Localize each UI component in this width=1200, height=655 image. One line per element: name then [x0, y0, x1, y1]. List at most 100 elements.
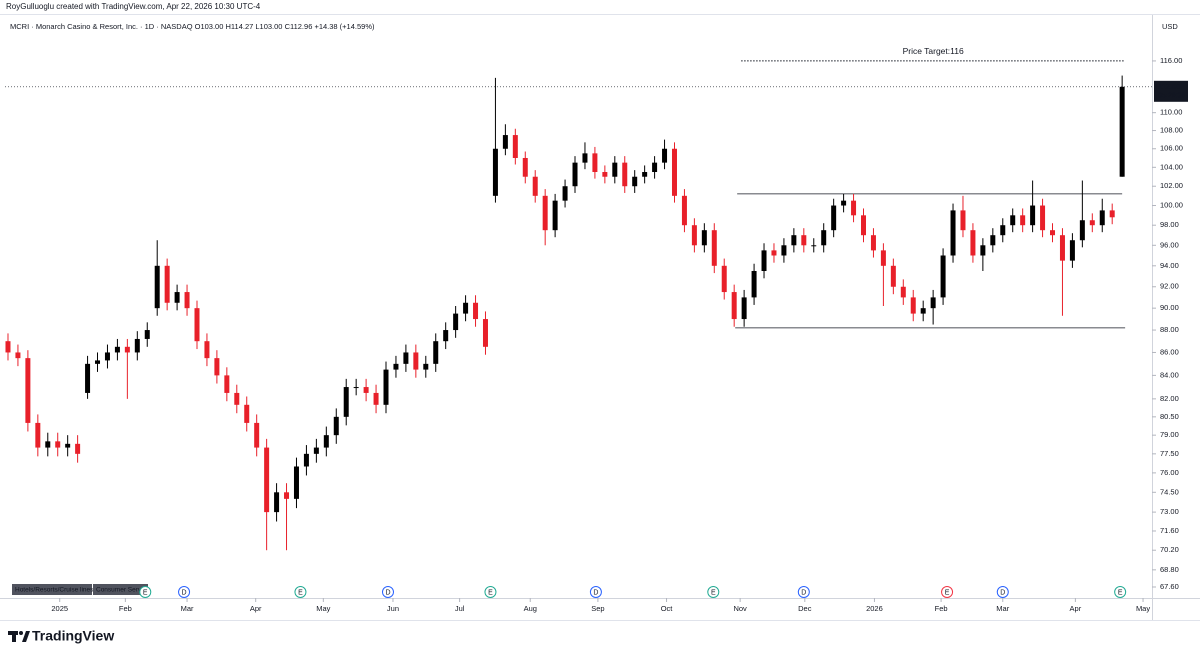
- candle-body: [970, 230, 976, 256]
- candle-body: [264, 447, 270, 513]
- candle-body: [124, 346, 130, 353]
- credit: RoyGulluoglu created with TradingView.co…: [6, 2, 261, 11]
- candle-body: [164, 265, 170, 303]
- candle-body: [861, 215, 867, 236]
- x-tick-label: 2025: [51, 604, 68, 613]
- candle-body: [632, 176, 638, 187]
- x-tick-label: May: [1136, 604, 1150, 613]
- candle-body: [244, 404, 250, 423]
- candle-body: [1000, 225, 1006, 236]
- y-tick-label: 82.00: [1160, 394, 1179, 403]
- candle-body: [1050, 230, 1056, 236]
- candle-body: [1119, 86, 1125, 177]
- candle-body: [900, 286, 906, 298]
- candle-body: [144, 330, 150, 339]
- x-tick-label: Feb: [935, 604, 948, 613]
- candle-body: [781, 245, 787, 256]
- y-tick-label: 108.00: [1160, 126, 1183, 135]
- candle-body: [662, 148, 668, 163]
- symbol-line: MCRI · Monarch Casino & Resort, Inc. · 1…: [10, 22, 375, 31]
- y-tick-label: 74.50: [1160, 487, 1179, 496]
- candle-body: [343, 387, 349, 417]
- y-tick-label: 110.00: [1160, 108, 1182, 117]
- candle-body: [801, 235, 807, 246]
- tag-box: [93, 584, 148, 595]
- candle-body: [75, 443, 81, 454]
- y-tick-label: 106.00: [1160, 144, 1183, 153]
- candle-body: [791, 235, 797, 246]
- y-tick-label: 73.00: [1160, 507, 1179, 516]
- candle-body: [562, 186, 568, 201]
- candle-body: [671, 148, 677, 196]
- event-label: E: [488, 589, 493, 596]
- candle-body: [204, 341, 210, 359]
- candle-body: [612, 162, 618, 177]
- candle-body: [522, 157, 528, 177]
- candle-body: [15, 352, 21, 359]
- candle-body: [383, 369, 389, 405]
- candle-body: [731, 292, 737, 320]
- candle-body: [711, 230, 717, 266]
- candle-body: [35, 422, 41, 448]
- event-badge: [294, 586, 307, 598]
- candle-body: [870, 235, 876, 251]
- candle-body: [293, 466, 299, 499]
- candle-body: [363, 387, 369, 393]
- x-tick-label: Sep: [591, 604, 604, 613]
- candle-body: [1099, 210, 1105, 226]
- x-tick-label: Nov: [733, 604, 747, 613]
- x-tick-label: Feb: [119, 604, 132, 613]
- candle-body: [771, 250, 777, 256]
- candle-body: [880, 250, 886, 266]
- candle-body: [761, 250, 767, 271]
- x-tick-label: 2026: [866, 604, 883, 613]
- event-badge: [484, 586, 497, 598]
- candle-body: [930, 297, 936, 309]
- event-label: D: [593, 589, 598, 596]
- event-label: E: [1118, 589, 1123, 596]
- event-badge: [996, 586, 1009, 598]
- candle-body: [45, 441, 51, 448]
- x-tick-label: Jul: [455, 604, 465, 613]
- y-tick-label: 67.60: [1160, 582, 1179, 591]
- candle-body: [104, 352, 110, 361]
- event-label: E: [945, 589, 950, 596]
- y-tick-label: 79.00: [1160, 430, 1179, 439]
- candle-body: [433, 341, 439, 364]
- y-tick-label: 102.00: [1160, 181, 1183, 190]
- candle-body: [413, 352, 419, 370]
- candle-body: [811, 245, 817, 247]
- event-badge: [589, 586, 602, 598]
- candle-body: [980, 245, 986, 256]
- candle-body: [463, 302, 469, 314]
- event-badge: [1114, 586, 1127, 598]
- candle-body: [65, 443, 71, 448]
- candle-body: [1079, 220, 1085, 241]
- x-tick-label: Oct: [661, 604, 674, 613]
- candle-body: [831, 205, 837, 231]
- candle-body: [512, 135, 518, 158]
- candle-body: [1089, 220, 1095, 226]
- y-tick-label: 80.50: [1160, 412, 1179, 421]
- y-tick-label: 96.00: [1160, 240, 1179, 249]
- candle-body: [502, 135, 508, 149]
- logo-text: TradingView: [32, 628, 114, 644]
- candle-body: [274, 492, 280, 513]
- y-tick-label: 92.00: [1160, 282, 1179, 291]
- candle-body: [85, 363, 91, 393]
- candle-body: [741, 297, 747, 320]
- y-tick-label: 68.80: [1160, 565, 1179, 574]
- candle-body: [234, 392, 240, 405]
- candle-body: [592, 153, 598, 173]
- candle-body: [940, 255, 946, 298]
- candle-body: [602, 172, 608, 177]
- candle-body: [492, 148, 498, 196]
- candle-body: [473, 302, 479, 320]
- countdown: 05:29:36: [1158, 93, 1185, 100]
- candle-body: [95, 360, 101, 364]
- candle-body: [1059, 235, 1065, 261]
- event-badge: [139, 586, 152, 598]
- x-tick-label: May: [316, 604, 330, 613]
- candle-body: [214, 358, 220, 376]
